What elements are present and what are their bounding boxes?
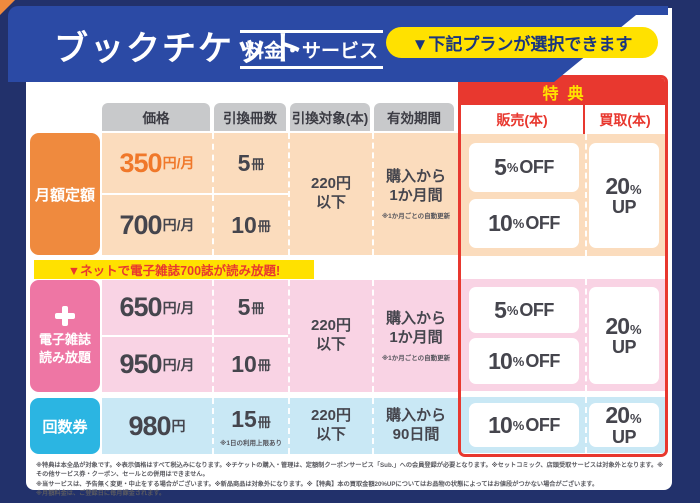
footnote-line: ※特典は本全品が対象です。※表示価格はすべて税込みになります。※チケットの購入・… bbox=[36, 462, 664, 479]
books-cell: 10 冊 bbox=[212, 195, 288, 255]
divider bbox=[585, 134, 587, 256]
section-label-emagazine: 電子雑誌 読み放題 bbox=[30, 280, 100, 392]
price-cell: 950 円/月 bbox=[102, 337, 212, 392]
footnotes: ※特典は本全品が対象です。※表示価格はすべて税込みになります。※チケットの購入・… bbox=[36, 461, 666, 498]
plus-icon bbox=[55, 305, 75, 326]
page-subtitle: 料金・サービス bbox=[240, 30, 384, 69]
emagazine-banner: ▼ネットで電子雑誌700誌が読み放題! bbox=[34, 260, 314, 279]
sale-benefit: 5% OFF bbox=[469, 287, 579, 333]
footnote-line: ※当サービスは、予告無く変更・中止をする場合がございます。※新品商品は対象外にな… bbox=[36, 480, 599, 488]
price-cell: 700 円/月 bbox=[102, 195, 212, 255]
corner-accent bbox=[0, 0, 15, 15]
target-cell: 220円 以下 bbox=[288, 280, 372, 392]
sale-benefit: 5% OFF bbox=[469, 143, 579, 192]
divider bbox=[585, 279, 587, 391]
buy-benefit: 20% UP bbox=[589, 143, 659, 248]
column-header-period: 有効期間 bbox=[374, 103, 454, 131]
sale-header: 販売(本) bbox=[461, 105, 585, 134]
column-header-target: 引換対象(本) bbox=[290, 103, 370, 131]
sale-benefit: 10% OFF bbox=[469, 403, 579, 447]
divider bbox=[585, 397, 587, 453]
period-cell: 購入から 1か月間 ※1か月ごとの自動更新 bbox=[372, 280, 458, 392]
table-row: 700 円/月 10 冊 bbox=[102, 195, 288, 255]
page-title: ブックチケット bbox=[54, 30, 306, 68]
benefits-box: 特典 販売(本) 買取(本) 5% OFF 10% OFF 20% UP bbox=[458, 75, 668, 457]
price-cell: 350 円/月 bbox=[102, 133, 212, 193]
plan-select-banner: ▼下記プランが選択できます bbox=[386, 27, 658, 58]
period-note: ※1か月ごとの自動更新 bbox=[381, 212, 451, 220]
benefits-panel-coupon: 10% OFF 20% UP bbox=[461, 397, 665, 453]
benefits-panel-emagazine: 5% OFF 10% OFF 20% UP bbox=[461, 279, 665, 391]
books-cell: 10 冊 bbox=[212, 337, 288, 392]
column-header-price: 価格 bbox=[102, 103, 210, 131]
section3-row: 980 円 15冊 ※1日の利用上限あり 220円 以下 購入から 90日間 bbox=[102, 398, 458, 454]
buy-benefit: 20% UP bbox=[589, 287, 659, 384]
target-cell: 220円 以下 bbox=[288, 133, 372, 255]
period-cell: 購入から 1か月間 ※1か月ごとの自動更新 bbox=[372, 133, 458, 255]
sale-benefit: 10% OFF bbox=[469, 199, 579, 248]
section-label-monthly: 月額定額 bbox=[30, 133, 100, 255]
section-label-coupon: 回数券 bbox=[30, 398, 100, 454]
period-cell: 購入から 90日間 bbox=[372, 398, 458, 454]
column-header-books: 引換冊数 bbox=[214, 103, 286, 131]
period-note: ※1か月ごとの自動更新 bbox=[381, 354, 451, 362]
target-cell: 220円 以下 bbox=[288, 398, 372, 454]
buy-benefit: 20% UP bbox=[589, 403, 659, 447]
benefits-subheaders: 販売(本) 買取(本) bbox=[461, 105, 665, 134]
sale-benefit: 10% OFF bbox=[469, 338, 579, 384]
benefits-title: 特典 bbox=[461, 78, 665, 105]
books-note: ※1日の利用上限あり bbox=[220, 439, 282, 447]
books-cell: 15冊 ※1日の利用上限あり bbox=[212, 398, 288, 454]
buy-header: 買取(本) bbox=[599, 111, 651, 128]
table-row: 950 円/月 10 冊 bbox=[102, 337, 288, 392]
price-cell: 980 円 bbox=[102, 398, 212, 454]
benefits-panel-monthly: 5% OFF 10% OFF 20% UP bbox=[461, 134, 665, 256]
price-cell: 650 円/月 bbox=[102, 280, 212, 335]
footnote-line: ※月額料金は、ご登録日に毎月課金されます。 bbox=[36, 489, 166, 497]
